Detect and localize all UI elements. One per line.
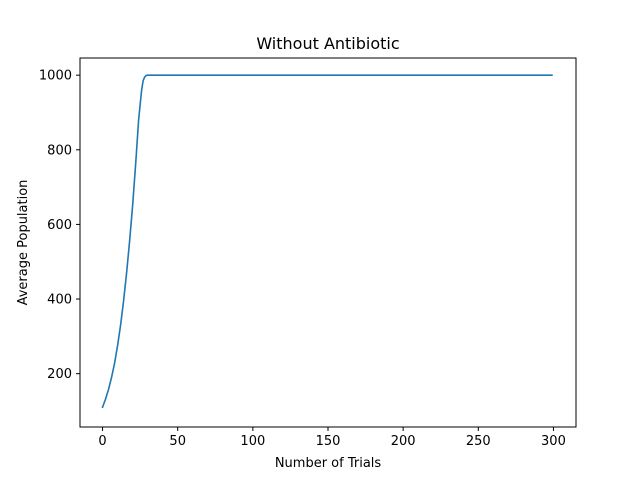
y-tick-label: 200 — [47, 367, 72, 382]
x-tick-label: 100 — [240, 434, 265, 449]
y-axis-label: Average Population — [16, 180, 31, 306]
y-tick-label: 400 — [47, 293, 72, 308]
series-layer — [101, 74, 553, 409]
y-axis-ticks: 200 400 600 800 1000 — [39, 69, 80, 382]
y-tick-label: 1000 — [39, 69, 72, 84]
plot-background — [80, 58, 576, 427]
x-tick-label: 300 — [541, 434, 566, 449]
x-tick-label: 150 — [316, 434, 341, 449]
series-line — [101, 74, 553, 409]
y-tick-label: 600 — [47, 218, 72, 233]
y-tick-label: 800 — [47, 143, 72, 158]
x-axis-ticks: 0 50 100 150 200 250 300 — [98, 427, 566, 449]
x-axis-label: Number of Trials — [275, 456, 382, 471]
x-tick-label: 50 — [169, 434, 186, 449]
x-tick-label: 200 — [391, 434, 416, 449]
x-tick-label: 0 — [98, 434, 106, 449]
chart-title: Without Antibiotic — [256, 34, 399, 53]
x-tick-label: 250 — [466, 434, 491, 449]
